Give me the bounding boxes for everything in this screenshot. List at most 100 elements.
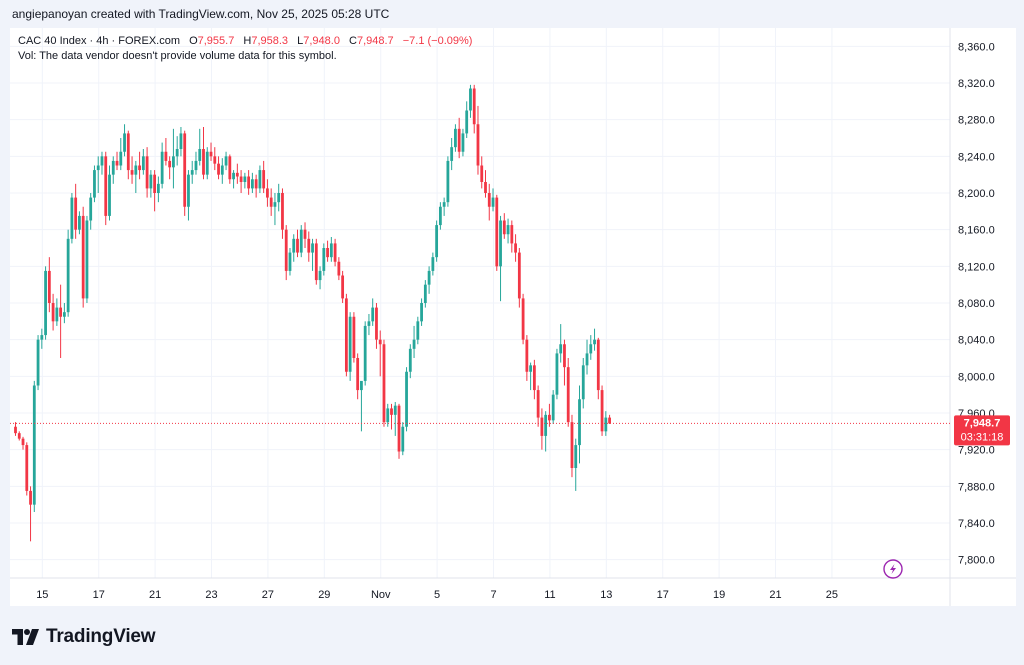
candle-body xyxy=(521,298,525,340)
candle-body xyxy=(442,202,446,207)
candle-body xyxy=(266,188,269,198)
candle xyxy=(517,248,521,308)
candle xyxy=(333,238,337,267)
candle xyxy=(220,158,224,184)
candle-body xyxy=(469,88,472,111)
candle xyxy=(397,403,401,459)
candle-body xyxy=(32,385,36,505)
candle xyxy=(59,284,63,358)
symbol-name[interactable]: CAC 40 Index · 4h · FOREX.com xyxy=(18,35,180,47)
candle-body xyxy=(608,417,611,424)
candle xyxy=(307,231,311,262)
price-tick-label: 8,000.0 xyxy=(958,371,995,383)
candle-body xyxy=(393,405,397,415)
candle xyxy=(431,252,435,276)
candle-body xyxy=(472,88,476,125)
candle xyxy=(371,298,375,326)
candle-body xyxy=(284,229,288,271)
candle xyxy=(548,403,551,427)
candle xyxy=(540,408,544,450)
open-value: 7,955.7 xyxy=(197,35,235,47)
candle-body xyxy=(378,339,382,345)
price-chart[interactable]: 7,800.07,840.07,880.07,920.07,960.08,000… xyxy=(10,28,1016,606)
candle xyxy=(529,362,533,391)
grid-lines xyxy=(10,28,950,578)
candle xyxy=(495,194,499,271)
candle-body xyxy=(314,243,318,281)
candle-body xyxy=(570,422,574,468)
close-value: 7,948.7 xyxy=(356,35,394,47)
high-label: H xyxy=(243,35,252,47)
candle xyxy=(51,293,55,331)
candle-body xyxy=(408,348,412,372)
candle xyxy=(408,344,412,379)
candle-body xyxy=(273,202,277,207)
candle-body xyxy=(454,128,457,148)
candle xyxy=(326,240,329,262)
candle xyxy=(104,151,108,226)
candle-body xyxy=(138,165,141,171)
candle-body xyxy=(47,270,51,303)
candle-body xyxy=(130,170,134,175)
candle-body xyxy=(461,133,465,152)
candle xyxy=(329,237,333,262)
candle xyxy=(589,335,593,360)
candle xyxy=(247,170,251,195)
candle xyxy=(47,257,51,313)
tradingview-logo[interactable]: TradingView xyxy=(12,624,156,650)
candle xyxy=(596,337,600,400)
candle-body xyxy=(292,238,296,253)
candle xyxy=(367,314,371,336)
candle-body xyxy=(239,176,243,182)
price-tick-label: 8,320.0 xyxy=(958,78,995,90)
time-tick-label: 23 xyxy=(205,589,217,601)
candle xyxy=(322,243,326,276)
candle xyxy=(566,358,570,427)
candle-body xyxy=(548,414,551,421)
candle xyxy=(273,193,277,226)
candle-body xyxy=(401,426,405,452)
tradingview-wordmark: TradingView xyxy=(46,626,156,647)
candle-body xyxy=(457,128,461,152)
candle xyxy=(446,156,450,207)
candle-body xyxy=(322,248,326,271)
candle xyxy=(600,385,604,436)
candle-body xyxy=(93,170,96,198)
candle-body xyxy=(420,303,423,322)
candle-body xyxy=(326,248,329,258)
candle-body xyxy=(149,174,153,189)
candle xyxy=(438,202,442,230)
candle-body xyxy=(36,339,40,386)
candle xyxy=(258,165,262,193)
candle-body xyxy=(465,110,469,134)
candles xyxy=(14,84,611,542)
candle xyxy=(551,390,555,424)
candle xyxy=(250,172,254,193)
candle-body xyxy=(480,165,484,182)
candle xyxy=(168,156,172,180)
candle xyxy=(574,438,578,491)
last-price-value: 7,948.7 xyxy=(964,417,1001,429)
candle-body xyxy=(450,147,454,161)
candle-body xyxy=(514,243,517,253)
ohlc-row: CAC 40 Index · 4h · FOREX.com O7,955.7 H… xyxy=(18,34,472,49)
candle xyxy=(375,303,378,349)
low-value: 7,948.0 xyxy=(303,35,340,47)
candle-body xyxy=(254,179,258,189)
lightning-icon[interactable] xyxy=(883,559,903,579)
candle-body xyxy=(299,229,303,253)
attribution-text: angiepanoyan created with TradingView.co… xyxy=(12,7,390,21)
candle xyxy=(352,312,356,363)
candle-body xyxy=(604,417,608,432)
candle-body xyxy=(390,408,393,415)
candle xyxy=(40,328,44,349)
candle xyxy=(32,380,36,512)
candle-body xyxy=(141,156,145,171)
candle-body xyxy=(487,193,491,207)
price-tick-label: 7,880.0 xyxy=(958,481,995,493)
candle-body xyxy=(250,179,254,189)
candle xyxy=(262,160,266,193)
candle-body xyxy=(476,124,480,166)
candle-body xyxy=(78,215,81,230)
chart-panel[interactable]: 7,800.0 7,840.0 7,880.0 7,920.0 7,960.0 8,000… xyxy=(10,28,1016,606)
